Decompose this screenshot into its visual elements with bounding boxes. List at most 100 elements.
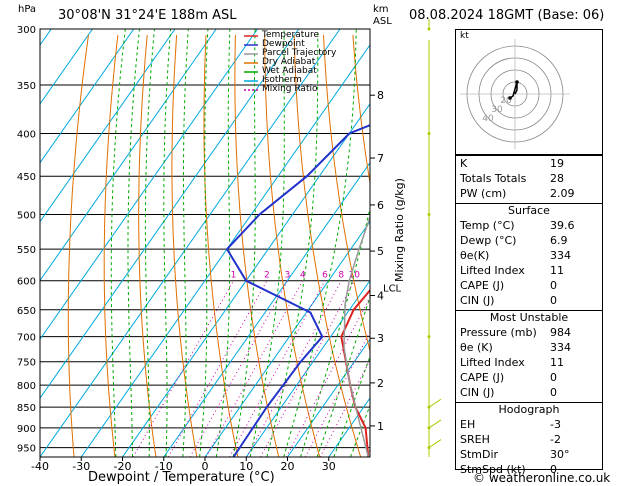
index-row: CIN (J) 0 xyxy=(456,294,602,309)
x-tick-label: 10 xyxy=(239,460,253,473)
index-row: CAPE (J) 0 xyxy=(456,371,602,386)
isotherm-line xyxy=(40,29,93,105)
index-name: EH xyxy=(460,418,476,431)
wet-adiabat-line xyxy=(283,29,357,457)
index-name: CAPE (J) xyxy=(460,279,505,292)
wind-barb-dot xyxy=(427,212,431,216)
x-tick-label: -10 xyxy=(155,460,173,473)
wind-barb xyxy=(428,398,442,408)
index-name: Pressure (mb) xyxy=(460,326,537,339)
mixing-ratio-label: 6 xyxy=(322,271,328,281)
mixing-ratio-label: 2 xyxy=(264,271,270,281)
index-name: StmDir xyxy=(460,448,499,461)
index-name: Lifted Index xyxy=(460,356,525,369)
legend-label: Dry Adiabat xyxy=(262,57,316,67)
wind-barb-dot xyxy=(427,446,431,450)
index-value: 0 xyxy=(550,279,557,292)
isotherm-line xyxy=(122,103,370,457)
wet-adiabat-line xyxy=(199,29,209,457)
hodograph-ring-label: 20 xyxy=(500,96,512,106)
isotherm-line xyxy=(40,29,135,164)
legend-label: Dewpoint xyxy=(262,39,305,49)
panel-separator xyxy=(456,402,602,403)
legend-label: Temperature xyxy=(262,30,320,40)
dry-adiabat-line xyxy=(352,34,370,186)
x-tick-label: -40 xyxy=(31,460,49,473)
hpa-axis-title: hPa xyxy=(18,4,37,15)
index-value: 984 xyxy=(550,326,571,339)
pressure-tick-label: 850 xyxy=(17,403,36,414)
isotherm-line xyxy=(40,29,176,223)
km-tick-label: 5 xyxy=(377,245,384,258)
hodograph-units: kt xyxy=(460,31,469,41)
index-value: 30° xyxy=(550,448,570,461)
isotherm-line xyxy=(0,29,10,457)
wind-barb-dot xyxy=(427,27,431,31)
index-row: Temp (°C) 39.6 xyxy=(456,219,602,234)
isotherm-line xyxy=(40,29,300,400)
index-value: 11 xyxy=(550,356,564,369)
legend-label: Parcel Trajectory xyxy=(262,48,337,58)
index-name: CAPE (J) xyxy=(460,371,505,384)
mixing-ratio-line xyxy=(246,280,342,457)
mixing-ratio-line xyxy=(189,280,288,457)
index-value: 2.09 xyxy=(550,187,575,200)
index-value: 0 xyxy=(550,386,557,399)
wet-adiabat-line xyxy=(266,29,319,457)
pressure-tick-label: 750 xyxy=(17,358,36,369)
datetime-title: 08.08.2024 18GMT (Base: 06) xyxy=(409,8,605,23)
legend-label: Isotherm xyxy=(262,75,302,85)
index-name: PW (cm) xyxy=(460,187,507,200)
legend-swatch xyxy=(244,34,258,37)
dry-adiabat-line xyxy=(293,34,362,457)
index-value: -3 xyxy=(550,418,561,431)
index-value: -2 xyxy=(550,433,561,446)
index-row: Lifted Index 11 xyxy=(456,264,602,279)
dry-adiabat-line xyxy=(103,34,119,457)
mixing-ratio-label: 1 xyxy=(231,271,237,281)
pressure-tick-label: 500 xyxy=(17,210,36,221)
km-tick-label: 2 xyxy=(377,377,384,390)
km-tick-label: 4 xyxy=(377,290,384,303)
index-value: 334 xyxy=(550,341,571,354)
index-value: 28 xyxy=(550,172,564,185)
dry-adiabat-line xyxy=(264,35,321,457)
pressure-tick-label: 550 xyxy=(17,245,36,256)
wind-barb-dot xyxy=(427,131,431,135)
legend-label: Mixing Ratio xyxy=(262,84,318,94)
wet-adiabat-line xyxy=(163,29,172,457)
legend-swatch xyxy=(244,43,258,46)
wet-adiabat-line xyxy=(316,295,370,457)
legend-swatch xyxy=(244,61,258,64)
pressure-tick-label: 300 xyxy=(17,25,36,36)
dry-adiabat-line xyxy=(234,34,280,457)
chart-legend: Temperature Dewpoint Parcel Trajectory Dry … xyxy=(244,31,364,94)
index-name: θe(K) xyxy=(460,249,490,262)
index-row: K 19 xyxy=(456,157,602,172)
legend-entry: Wet Adiabat xyxy=(244,67,364,76)
wind-barb xyxy=(428,419,442,429)
km-axis-title: km ASL xyxy=(373,4,392,27)
mixing-ratio-line xyxy=(167,280,268,457)
mixing-ratio-label: 15 xyxy=(373,271,384,281)
index-row: CAPE (J) 0 xyxy=(456,279,602,294)
isotherm-line xyxy=(204,220,370,457)
panel-section-title: Most Unstable xyxy=(489,311,569,324)
pressure-tick-label: 450 xyxy=(17,172,36,183)
legend-swatch xyxy=(244,79,258,82)
panel-separator xyxy=(456,203,602,204)
index-row: θe(K) 334 xyxy=(456,249,602,264)
x-tick-label: 0 xyxy=(202,460,209,473)
wind-barb-dot xyxy=(427,426,431,430)
index-value: 39.6 xyxy=(550,219,575,232)
index-value: 11 xyxy=(550,264,564,277)
pressure-tick-label: 800 xyxy=(17,381,36,392)
wind-barb-dot xyxy=(427,405,431,409)
mixing-ratio-label: 25 xyxy=(405,271,416,281)
legend-entry: Isotherm xyxy=(244,76,364,85)
index-value: 0 xyxy=(550,294,557,307)
index-row: SREH -2 xyxy=(456,433,602,448)
index-name: Dewp (°C) xyxy=(460,234,517,247)
